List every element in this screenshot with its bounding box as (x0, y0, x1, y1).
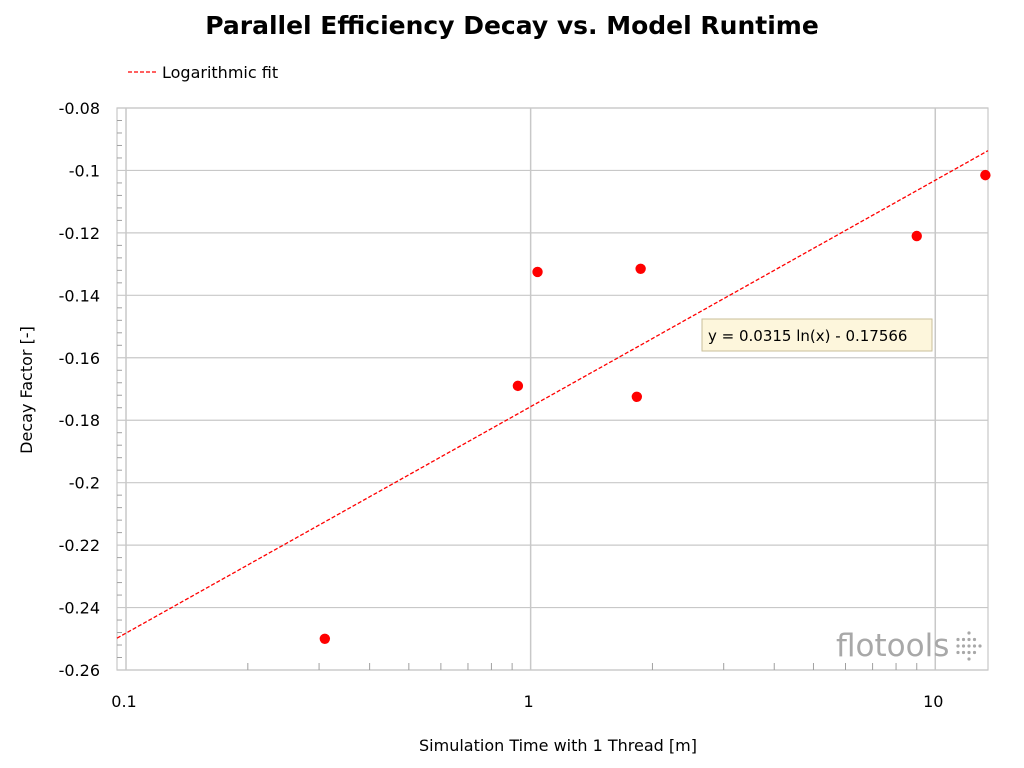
watermark-dot (961, 637, 966, 642)
y-tick-label: -0.16 (59, 349, 100, 368)
y-tick-label: -0.14 (59, 286, 100, 305)
plot-background (117, 108, 988, 670)
y-tick-label: -0.08 (59, 99, 100, 118)
watermark-dot (967, 657, 971, 661)
plot-border (116, 107, 989, 671)
x-tick-label: 1 (524, 692, 534, 711)
y-tick-label: -0.1 (69, 161, 100, 180)
y-tick-label: -0.18 (59, 411, 100, 430)
grid (116, 107, 989, 671)
watermark-dot (967, 631, 971, 635)
equation-label: y = 0.0315 ln(x) - 0.17566 (708, 327, 907, 345)
data-point (512, 380, 524, 392)
legend-label: Logarithmic fit (162, 63, 278, 82)
trendline (116, 150, 989, 639)
data-point (911, 230, 922, 242)
watermark-dot (961, 650, 966, 655)
equation-box (701, 318, 933, 352)
watermark-dot (967, 637, 971, 642)
watermark-dot (972, 644, 977, 648)
y-tick-label: -0.26 (59, 661, 100, 680)
x-tick-label: 10 (923, 692, 943, 711)
y-axis-label: Decay Factor [-] (17, 326, 36, 454)
data-point (635, 263, 646, 274)
x-axis: 0.1 1 10 (111, 663, 943, 711)
watermark: flotools (836, 628, 982, 664)
y-tick-label: -0.12 (59, 224, 100, 243)
watermark-text: flotools (836, 628, 949, 664)
x-tick-label: 0.1 (111, 692, 136, 711)
y-tick-label: -0.22 (59, 536, 100, 555)
plot-area (117, 108, 988, 670)
data-point (631, 391, 643, 403)
legend: Logarithmic fit (128, 63, 278, 82)
y-tick-label: -0.24 (59, 599, 100, 618)
chart-title: Parallel Efficiency Decay vs. Model Runt… (205, 11, 819, 40)
data-point (319, 633, 331, 644)
watermark-dot (978, 644, 982, 648)
x-axis-label: Simulation Time with 1 Thread [m] (419, 736, 697, 755)
watermark-dot (972, 637, 977, 642)
y-tick-label: -0.2 (69, 474, 100, 493)
watermark-dot (967, 644, 971, 648)
data-point (980, 169, 991, 181)
data-points (319, 169, 991, 644)
watermark-dots-logo (956, 631, 982, 661)
trendline-path (116, 150, 989, 639)
watermark-dot (956, 644, 960, 648)
watermark-dot (972, 650, 977, 655)
equation-annotation: y = 0.0315 ln(x) - 0.17566 (701, 318, 933, 352)
y-axis: -0.08 -0.1 -0.12 -0.14 -0.16 -0.18 -0.2 -0.22 -0… (59, 99, 122, 680)
watermark-dot (961, 644, 966, 648)
data-point (532, 266, 543, 278)
watermark-dot (956, 637, 960, 642)
watermark-dot (956, 650, 960, 655)
watermark-dot (967, 650, 971, 655)
